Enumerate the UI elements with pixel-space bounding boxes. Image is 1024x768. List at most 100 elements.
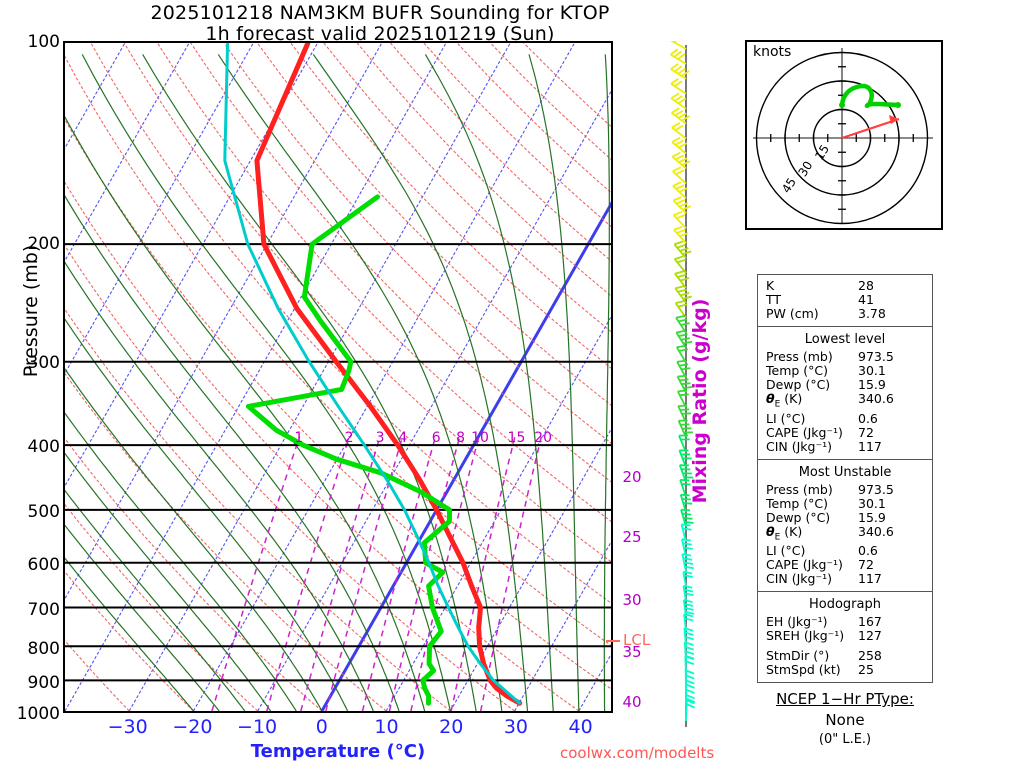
- pressure-tick-label: 100: [27, 32, 60, 52]
- stats-row-key: Temp (°C): [766, 495, 829, 511]
- mixing-ratio-line-label: 3: [375, 430, 385, 447]
- hodograph-ring-label: 45: [779, 175, 799, 195]
- wind-barb: [672, 196, 692, 214]
- mixing-ratio-line-label: 4: [398, 430, 408, 447]
- stats-row-value: 0.6: [858, 543, 878, 558]
- stats-row: θE (K) 340.6: [758, 392, 932, 412]
- ptype-liquid-equivalent: (0" L.E.): [818, 732, 872, 747]
- wind-barb: [678, 434, 690, 453]
- stats-row-value: 973.5: [858, 349, 894, 364]
- wind-barb: [677, 419, 693, 438]
- wind-barb: [672, 166, 687, 185]
- skewt-plot[interactable]: 1 2 3 4 6 8 10 15 20: [63, 41, 613, 713]
- wind-barb: [671, 136, 688, 155]
- stats-row-key: CAPE (Jkg⁻¹): [766, 424, 843, 440]
- stats-hodograph-section: Hodograph EH (Jkg⁻¹) 167 SREH (Jkg⁻¹) 127 St…: [758, 592, 932, 682]
- page-title: 2025101218 NAM3KM BUFR Sounding for KTOP: [150, 2, 610, 24]
- stats-row-key: CAPE (Jkg⁻¹): [766, 557, 843, 572]
- right-scale-labels: 20 25 30 35 40: [614, 41, 654, 713]
- most-unstable-heading: Most Unstable: [798, 464, 892, 480]
- right-scale-tick-label: 35: [622, 643, 642, 661]
- wind-barb: [670, 48, 687, 65]
- stats-row: SREH (Jkg⁻¹) 127: [758, 629, 932, 643]
- pressure-tick-label: 1000: [16, 704, 60, 724]
- stats-row-value: 30.1: [858, 363, 886, 378]
- lowest-level-heading: Lowest level: [804, 332, 886, 347]
- stats-row-key: PW (cm): [766, 306, 819, 321]
- stats-row: Dewp (°C) 15.9: [758, 378, 932, 392]
- stats-row: K 28: [758, 279, 932, 293]
- skewt-canvas: [65, 43, 611, 711]
- stats-row-key: TT: [766, 292, 782, 307]
- mixing-ratio-line-label: 2: [344, 430, 354, 447]
- temperature-tick-label: −10: [237, 716, 278, 738]
- page-subtitle: 1h forecast valid 2025101219 (Sun): [205, 23, 555, 45]
- wind-barb: [671, 151, 691, 170]
- stats-row-value: 0.6: [858, 410, 878, 426]
- mixing-ratio-line-label: 1: [294, 430, 304, 447]
- stats-row-key: Temp (°C): [766, 363, 829, 378]
- storm-motion-vector: [841, 117, 900, 140]
- stats-row-value: 340.6: [858, 523, 894, 539]
- stats-row-key: StmDir (°): [766, 648, 830, 663]
- stats-row-key: StmSpd (kt): [766, 662, 841, 677]
- stats-row-key: Press (mb): [766, 349, 833, 364]
- wind-barb: [670, 92, 687, 110]
- stats-row: Dewp (°C) 15.9: [758, 509, 932, 525]
- stats-row-value: 15.9: [858, 509, 886, 525]
- stats-row: EH (Jkg⁻¹) 167: [758, 615, 932, 629]
- stats-row-value: 28: [858, 278, 874, 293]
- wind-barb: [670, 41, 687, 50]
- stats-row: Press (mb) 973.5: [758, 481, 932, 497]
- stats-row-value: 973.5: [858, 481, 894, 497]
- stats-row-key: θE (K): [766, 523, 803, 542]
- wind-barb: [673, 255, 687, 274]
- lcl-dash: [606, 639, 620, 642]
- right-scale-tick-label: 40: [622, 693, 642, 711]
- wind-barb: [675, 315, 690, 334]
- stats-row: TT 41: [758, 293, 932, 307]
- right-scale-tick-label: 30: [622, 591, 642, 609]
- stats-row-key: θE (K): [766, 391, 803, 410]
- wind-barb: [676, 389, 689, 408]
- stats-lowest-level-section: Lowest level Press (mb) 973.5 Temp (°C) 30.…: [758, 327, 932, 460]
- stats-row-value: 41: [858, 292, 874, 307]
- stats-row: Temp (°C) 30.1: [758, 364, 932, 378]
- wind-barb: [682, 584, 694, 602]
- lcl-marker: LCL: [606, 631, 650, 649]
- stats-row-key: Press (mb): [766, 481, 833, 497]
- temperature-tick-label: 30: [503, 716, 529, 738]
- stats-row-value: 258: [858, 648, 882, 663]
- wind-barb: [685, 697, 696, 722]
- hodograph-stats-heading: Hodograph: [809, 597, 881, 612]
- stats-row-value: 72: [858, 557, 874, 572]
- mixing-ratio-line-label: 10: [471, 430, 489, 447]
- x-axis-title: Temperature (°C): [250, 741, 426, 762]
- stats-row: CAPE (Jkg⁻¹) 72: [758, 424, 932, 440]
- stats-row-value: 167: [858, 614, 882, 629]
- pressure-tick-label: 900: [27, 673, 60, 694]
- stats-row: CIN (Jkg⁻¹) 117: [758, 439, 932, 454]
- temperature-tick-label: 40: [568, 716, 593, 738]
- wind-barb: [672, 210, 687, 229]
- wind-barb: [674, 270, 690, 289]
- stats-row: Temp (°C) 30.1: [758, 495, 932, 511]
- hodograph-trace: [839, 83, 901, 108]
- stats-row: CAPE (Jkg⁻¹) 72: [758, 558, 932, 572]
- hodograph-panel[interactable]: knots 15 30 45: [745, 40, 943, 230]
- hodograph-ring-label: 30: [796, 159, 816, 179]
- wind-barb: [677, 404, 691, 423]
- wind-barb-column: [670, 41, 696, 727]
- stats-row-key: K: [766, 278, 775, 293]
- stats-most-unstable-section: Most Unstable Press (mb) 973.5 Temp (°C) 30…: [758, 460, 932, 592]
- stats-row-value: 127: [858, 628, 882, 643]
- stats-row: Press (mb) 973.5: [758, 350, 932, 364]
- pressure-tick-label: 700: [27, 599, 60, 620]
- stats-row: StmDir (°) 258: [758, 649, 932, 663]
- stats-row: LI (°C) 0.6: [758, 544, 932, 558]
- right-scale-tick-label: 20: [622, 468, 642, 486]
- wind-barb: [671, 107, 691, 125]
- stats-row-value: 72: [858, 424, 874, 440]
- stats-row-value: 25: [858, 662, 874, 677]
